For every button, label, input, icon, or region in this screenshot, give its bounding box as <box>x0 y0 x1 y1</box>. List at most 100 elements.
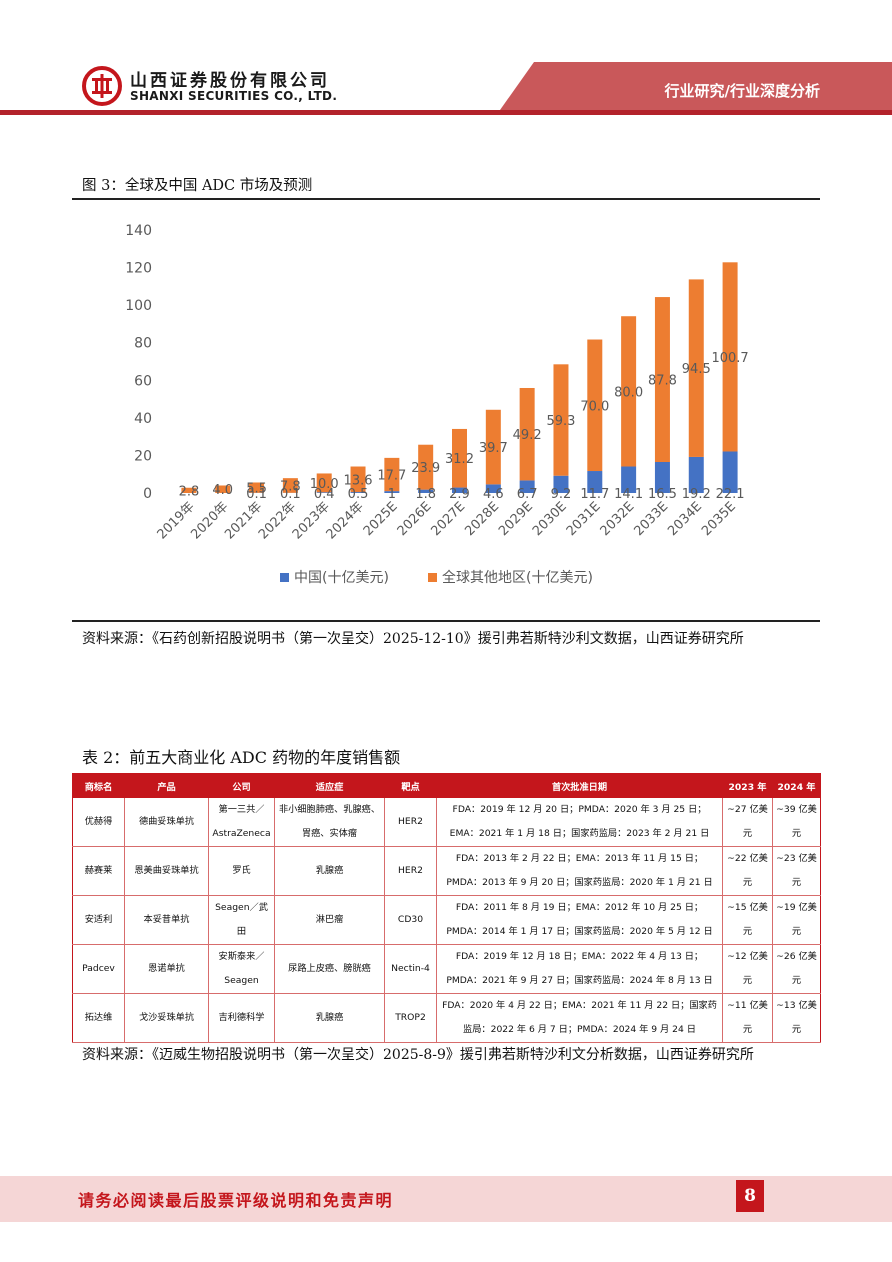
data-label-china: 11.7 <box>580 487 609 502</box>
page-number: 8 <box>736 1180 764 1212</box>
bar-rest-of-world <box>384 457 400 492</box>
table-cell: 非小细胞肺癌、乳腺癌、胃癌、实体瘤 <box>274 797 385 847</box>
bar-china <box>688 456 704 493</box>
data-label-china: 0.1 <box>280 487 301 502</box>
table-cell: 淋巴瘤 <box>274 895 385 945</box>
x-tick-label: 2028E <box>462 499 502 539</box>
table-cell: FDA：2013 年 2 月 22 日；EMA：2013 年 11 月 15 日… <box>436 846 723 896</box>
table-cell: 乳腺癌 <box>274 993 385 1043</box>
data-label-rest-of-world: 7.8 <box>280 479 301 494</box>
figure-top-rule <box>72 198 820 200</box>
y-tick-label: 0 <box>143 486 152 502</box>
table-cell: 吉利德科学 <box>208 993 275 1043</box>
company-name-cn: 山西证券股份有限公司 <box>130 71 330 91</box>
x-tick-label: 2029E <box>496 499 536 539</box>
bar-china <box>452 487 467 493</box>
header-band <box>500 62 892 110</box>
y-tick-label: 120 <box>125 261 152 277</box>
table-cell: FDA：2011 年 8 月 19 日；EMA：2012 年 10 月 25 日… <box>436 895 723 945</box>
bar-rest-of-world <box>452 428 467 488</box>
table-source: 资料来源：《迈威生物招股说明书（第一次呈交）2025-8-9》援引弗若斯特沙利文… <box>82 1047 754 1063</box>
data-label-china: 1.8 <box>415 487 436 502</box>
table-row: 安适利 本妥昔单抗 Seagen／武田 淋巴瘤 CD30 FDA：2011 年 8 月 1… <box>72 895 821 945</box>
legend-swatch-rest-of-world <box>428 573 437 582</box>
data-label-rest-of-world: 10.0 <box>310 477 339 492</box>
y-tick-label: 100 <box>125 298 152 314</box>
data-label-china: 0.4 <box>314 487 335 502</box>
data-label-rest-of-world: 80.0 <box>614 385 643 400</box>
data-label-rest-of-world: 4.0 <box>212 483 233 498</box>
bar-china <box>654 462 670 493</box>
y-tick-label: 20 <box>134 448 152 464</box>
table-header-cell: 适应症 <box>274 773 385 798</box>
data-label-rest-of-world: 2.8 <box>179 484 200 499</box>
table-cell: FDA：2020 年 4 月 22 日；EMA：2021 年 11 月 22 日… <box>436 993 723 1043</box>
data-label-china: 0.1 <box>246 487 267 502</box>
table-cell: 拓达维 <box>72 993 125 1043</box>
adc-sales-table: 商标名 产品 公司 适应症 靶点 首次批准日期 2023 年 2024 年 优赫得 德曲妥珠单抗… <box>72 773 821 1043</box>
data-label-rest-of-world: 94.5 <box>682 362 711 377</box>
bar-rest-of-world <box>181 487 197 493</box>
x-tick-label: 2030E <box>530 499 570 539</box>
bar-china <box>350 492 366 493</box>
table-header-cell: 商标名 <box>72 773 125 798</box>
x-tick-label: 2025E <box>361 499 401 539</box>
table-header-cell: 公司 <box>208 773 275 798</box>
data-label-rest-of-world: 23.9 <box>411 461 440 476</box>
legend-swatch-china <box>280 573 289 582</box>
bar-china <box>418 489 434 493</box>
table-cell: TROP2 <box>384 993 437 1043</box>
bar-china <box>519 480 535 493</box>
table-cell: ~19 亿美元 <box>772 895 821 945</box>
table-cell: 尿路上皮癌、膀胱癌 <box>274 944 385 994</box>
table-cell: ~11 亿美元 <box>722 993 773 1043</box>
bar-rest-of-world <box>621 316 637 467</box>
y-tick-label: 80 <box>134 336 152 352</box>
x-tick-label: 2024年 <box>324 499 367 542</box>
data-label-china: 22.1 <box>716 487 745 502</box>
bar-rest-of-world <box>688 279 704 457</box>
x-tick-label: 2027E <box>429 499 469 539</box>
table-cell: 本妥昔单抗 <box>124 895 209 945</box>
bar-rest-of-world <box>519 387 535 481</box>
x-tick-label: 2035E <box>699 499 739 539</box>
table-cell: Seagen／武田 <box>208 895 275 945</box>
company-logo-icon <box>82 66 122 106</box>
x-tick-label: 2026E <box>395 499 435 539</box>
bar-rest-of-world <box>418 444 434 490</box>
table-cell: 安斯泰来／Seagen <box>208 944 275 994</box>
table-cell: 第一三共／AstraZeneca <box>208 797 275 847</box>
table-cell: 安适利 <box>72 895 125 945</box>
table-header-cell: 2024 年 <box>772 773 821 798</box>
data-label-rest-of-world: 100.7 <box>711 351 748 366</box>
data-label-china: 14.1 <box>614 487 643 502</box>
figure-title: 图 3：全球及中国 ADC 市场及预测 <box>82 178 313 194</box>
table-cell: 罗氏 <box>208 846 275 896</box>
report-type: 行业研究/行业深度分析 <box>664 82 820 100</box>
table-cell: HER2 <box>384 846 437 896</box>
data-label-rest-of-world: 39.7 <box>479 441 508 456</box>
table-cell: ~15 亿美元 <box>722 895 773 945</box>
bar-china <box>621 466 637 493</box>
table-cell: ~13 亿美元 <box>772 993 821 1043</box>
data-label-rest-of-world: 17.7 <box>377 468 406 483</box>
table-cell: 优赫得 <box>72 797 125 847</box>
bar-china <box>384 491 400 493</box>
data-label-rest-of-world: 70.0 <box>580 399 609 414</box>
y-tick-label: 40 <box>134 411 152 427</box>
x-tick-label: 2031E <box>564 499 604 539</box>
table-row: Padcev 恩诺单抗 安斯泰来／Seagen 尿路上皮癌、膀胱癌 Nectin-4 FD… <box>72 944 821 994</box>
table-header-cell: 靶点 <box>384 773 437 798</box>
table-cell: ~39 亿美元 <box>772 797 821 847</box>
x-tick-label: 2032E <box>598 499 638 539</box>
bar-china <box>587 471 603 493</box>
table-title: 表 2：前五大商业化 ADC 药物的年度销售额 <box>82 748 401 767</box>
bar-rest-of-world <box>282 478 298 493</box>
table-cell: 赫赛莱 <box>72 846 125 896</box>
disclaimer-text: 请务必阅读最后股票评级说明和免责声明 <box>78 1191 394 1210</box>
table-cell: 乳腺癌 <box>274 846 385 896</box>
y-tick-label: 140 <box>125 223 152 239</box>
bar-rest-of-world <box>249 482 265 493</box>
data-label-rest-of-world: 49.2 <box>513 428 542 443</box>
bar-rest-of-world <box>215 485 231 493</box>
